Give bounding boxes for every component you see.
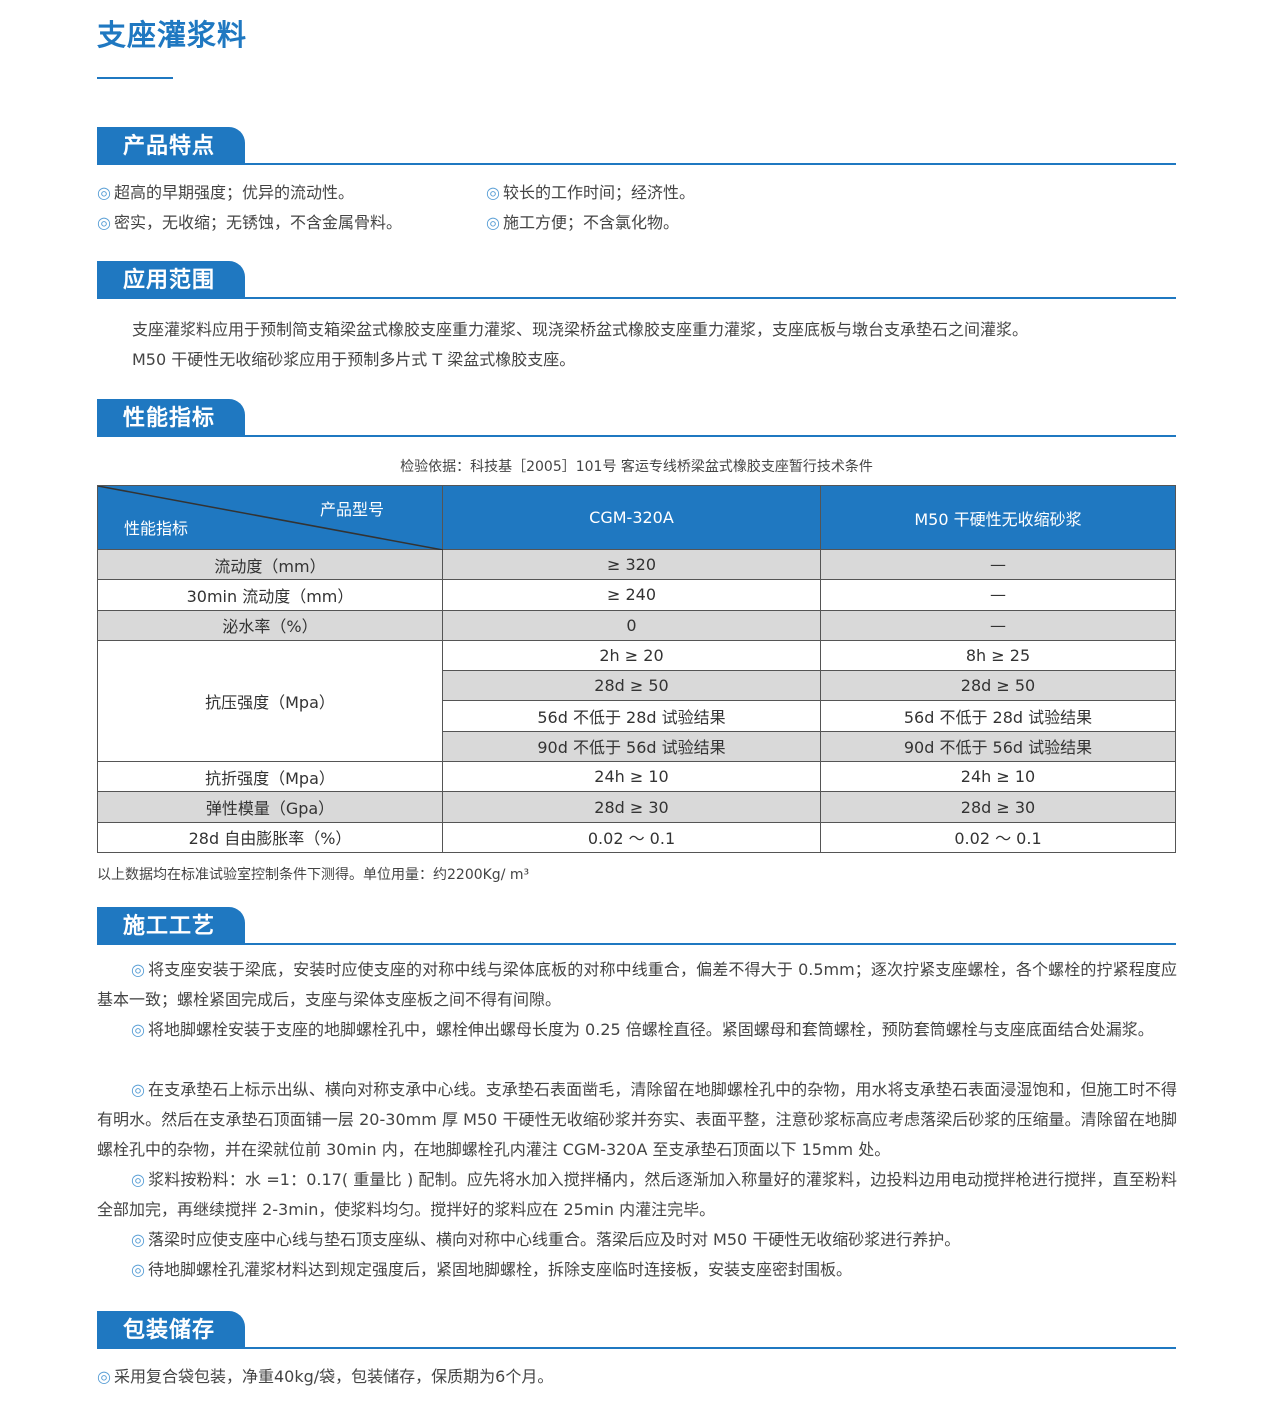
table-row: 弹性模量（Gpa） 28d ≥ 30 28d ≥ 30 [97, 791, 1176, 823]
scope-line: 支座灌浆料应用于预制简支箱梁盆式橡胶支座重力灌浆、现浇梁桥盆式橡胶支座重力灌浆，… [132, 320, 1029, 339]
section-features-header: 产品特点 [97, 127, 1176, 165]
process-text: 将地脚螺栓安装于支座的地脚螺栓孔中，螺栓伸出螺母长度为 0.25 倍螺栓直径。紧… [147, 1020, 1154, 1039]
bullet-icon: ◎ [97, 1367, 111, 1386]
row-label: 28d 自由膨胀率（%） [97, 821, 443, 853]
section-tab: 包装储存 [97, 1311, 245, 1349]
col-header: M50 干硬性无收缩砂浆 [820, 485, 1176, 550]
process-paragraph: ◎ 在支承垫石上标示出纵、横向对称支承中心线。支承垫石表面凿毛，清除留在地脚螺栓孔… [97, 1075, 1177, 1165]
bullet-icon: ◎ [97, 183, 111, 202]
diagonal-line [98, 486, 443, 550]
cell: 0.02 ～ 0.1 [442, 821, 821, 853]
cell: 24h ≥ 10 [820, 761, 1176, 793]
title-underline [97, 77, 173, 79]
cell: 0 [442, 609, 821, 641]
row-label: 流动度（mm） [97, 548, 443, 581]
row-label: 泌水率（%） [97, 609, 443, 641]
feature-text: 较长的工作时间；经济性。 [502, 183, 695, 202]
section-packaging-header: 包装储存 [97, 1311, 1176, 1349]
table-caption: 检验依据：科技基［2005］101号 客运专线桥梁盆式橡胶支座暂行技术条件 [400, 459, 873, 475]
cell: — [820, 609, 1176, 641]
cell: 28d ≥ 50 [820, 670, 1176, 702]
cell: 56d 不低于 28d 试验结果 [820, 700, 1176, 732]
cell: 28d ≥ 30 [820, 791, 1176, 823]
feature-text: 施工方便；不含氯化物。 [502, 213, 679, 232]
cell: 0.02 ～ 0.1 [820, 821, 1176, 853]
bullet-icon: ◎ [131, 1080, 146, 1099]
process-paragraph: ◎ 待地脚螺栓孔灌浆材料达到规定强度后，紧固地脚螺栓，拆除支座临时连接板，安装支座… [97, 1255, 1177, 1285]
cell: 90d 不低于 56d 试验结果 [820, 730, 1176, 763]
table-note: 以上数据均在标准试验室控制条件下测得。单位用量：约2200Kg/ m³ [97, 867, 530, 883]
col-header: CGM-320A [442, 485, 821, 550]
corner-header: 产品型号 性能指标 [97, 485, 443, 550]
packaging-item: ◎ 采用复合袋包装，净重40kg/袋，包装储存，保质期为6个月。 [97, 1363, 553, 1387]
packaging-text: 采用复合袋包装，净重40kg/袋，包装储存，保质期为6个月。 [113, 1367, 554, 1386]
process-text: 待地脚螺栓孔灌浆材料达到规定强度后，紧固地脚螺栓，拆除支座临时连接板，安装支座密… [147, 1260, 852, 1279]
cell: 28d ≥ 50 [442, 670, 821, 702]
cell: 24h ≥ 10 [442, 761, 821, 793]
section-tab: 应用范围 [97, 261, 245, 299]
table-row: 30min 流动度（mm） ≥ 240— [97, 579, 1176, 611]
bullet-icon: ◎ [486, 183, 500, 202]
cell: 90d 不低于 56d 试验结果 [442, 730, 821, 763]
cell: — [820, 579, 1176, 611]
cell: 8h ≥ 25 [820, 639, 1176, 672]
process-paragraph: ◎ 浆料按粉料：水 =1：0.17( 重量比 ) 配制。应先将水加入搅拌桶内，然后… [97, 1165, 1177, 1225]
bullet-icon: ◎ [131, 1020, 145, 1039]
bullet-icon: ◎ [131, 1230, 145, 1249]
corner-bottom-label: 性能指标 [124, 519, 189, 538]
section-performance-header: 性能指标 [97, 399, 1176, 437]
scope-line: M50 干硬性无收缩砂浆应用于预制多片式 T 梁盆式橡胶支座。 [132, 350, 576, 369]
section-process-header: 施工工艺 [97, 907, 1176, 945]
section-tab: 性能指标 [97, 399, 245, 437]
corner-top-label: 产品型号 [319, 500, 384, 519]
cell: ≥ 240 [442, 579, 821, 611]
process-text: 落梁时应使支座中心线与垫石顶支座纵、横向对称中心线重合。落梁后应及时对 M50 … [147, 1230, 961, 1249]
row-label: 30min 流动度（mm） [97, 579, 443, 611]
table-row: 28d 自由膨胀率（%） 0.02 ～ 0.1 0.02 ～ 0.1 [97, 821, 1176, 853]
table-row: 流动度（mm） ≥ 320— [97, 548, 1176, 581]
row-label: 弹性模量（Gpa） [97, 791, 443, 823]
table-row: 抗压强度（Mpa） 2h ≥ 20 8h ≥ 25 [97, 639, 1176, 763]
cell: ≥ 320 [442, 548, 821, 581]
section-tab: 产品特点 [97, 127, 245, 165]
feature-text: 超高的早期强度；优异的流动性。 [113, 183, 354, 202]
table-row: 泌水率（%） 0— [97, 609, 1176, 641]
bullet-icon: ◎ [131, 960, 146, 979]
process-text: 在支承垫石上标示出纵、横向对称支承中心线。支承垫石表面凿毛，清除留在地脚螺栓孔中… [97, 1080, 1177, 1159]
cell: 2h ≥ 20 [442, 639, 821, 672]
bullet-icon: ◎ [97, 213, 111, 232]
feature-text: 密实，无收缩；无锈蚀，不含金属骨料。 [113, 213, 402, 232]
cell: — [820, 548, 1176, 581]
feature-item: ◎ 密实，无收缩；无锈蚀，不含金属骨料。 [97, 209, 402, 233]
performance-table: 产品型号 性能指标 CGM-320A M50 干硬性无收缩砂浆 流动度（mm） ≥… [97, 485, 1176, 853]
process-paragraph: ◎ 将支座安装于梁底，安装时应使支座的对称中线与梁体底板的对称中线重合，偏差不得大… [97, 955, 1177, 1015]
table-row: 抗折强度（Mpa） 24h ≥ 10 24h ≥ 10 [97, 761, 1176, 793]
feature-item: ◎ 较长的工作时间；经济性。 [486, 179, 695, 203]
feature-item: ◎ 施工方便；不含氯化物。 [486, 209, 679, 233]
table-row: 56d 不低于 28d 试验结果 56d 不低于 28d 试验结果 [98, 700, 1176, 732]
bullet-icon: ◎ [486, 213, 500, 232]
section-scope-header: 应用范围 [97, 261, 1176, 299]
process-paragraph: ◎ 将地脚螺栓安装于支座的地脚螺栓孔中，螺栓伸出螺母长度为 0.25 倍螺栓直径。… [97, 1015, 1177, 1045]
bullet-icon: ◎ [131, 1170, 146, 1189]
bullet-icon: ◎ [131, 1260, 145, 1279]
process-text: 将支座安装于梁底，安装时应使支座的对称中线与梁体底板的对称中线重合，偏差不得大于… [97, 960, 1177, 1009]
section-tab: 施工工艺 [97, 907, 245, 945]
process-paragraph: ◎ 落梁时应使支座中心线与垫石顶支座纵、横向对称中心线重合。落梁后应及时对 M50… [97, 1225, 1177, 1255]
feature-item: ◎ 超高的早期强度；优异的流动性。 [97, 179, 354, 203]
cell: 56d 不低于 28d 试验结果 [442, 700, 821, 732]
process-text: 浆料按粉料：水 =1：0.17( 重量比 ) 配制。应先将水加入搅拌桶内，然后逐… [97, 1170, 1177, 1219]
cell: 28d ≥ 30 [442, 791, 821, 823]
page-title: 支座灌浆料 [97, 18, 248, 52]
table-row: 90d 不低于 56d 试验结果 90d 不低于 56d 试验结果 [98, 730, 1176, 763]
row-label: 抗压强度（Mpa） [97, 639, 443, 763]
row-label: 抗折强度（Mpa） [97, 761, 443, 793]
